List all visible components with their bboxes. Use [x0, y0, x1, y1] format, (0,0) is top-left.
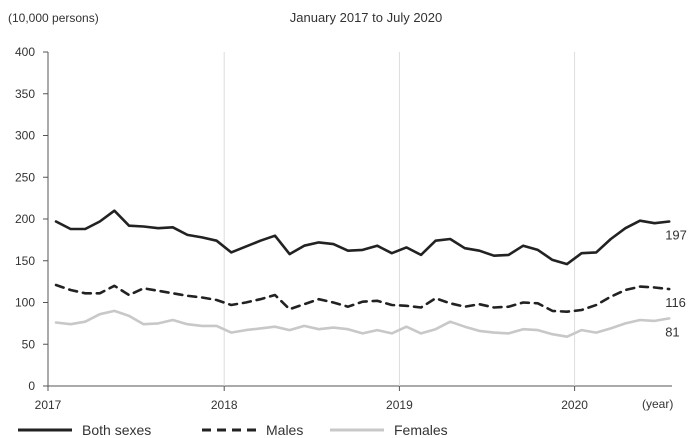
- y-axis-ticks: 0 50 100 150 200 250 300 350 400: [15, 45, 48, 393]
- x-axis-unit-label: (year): [642, 397, 673, 411]
- y-tick-label: 200: [15, 212, 35, 226]
- y-tick-label: 0: [28, 379, 35, 393]
- series-line-both-sexes: [56, 211, 669, 264]
- legend-label: Males: [266, 422, 303, 438]
- y-tick-label: 400: [15, 45, 35, 59]
- y-tick-label: 250: [15, 170, 35, 184]
- x-tick-label: 2019: [386, 398, 413, 412]
- series-end-labels: 197 116 81: [665, 228, 687, 340]
- legend: Both sexes Males Females: [18, 422, 448, 438]
- x-tick-label: 2018: [211, 398, 238, 412]
- series-lines: [56, 211, 669, 337]
- y-tick-label: 150: [15, 254, 35, 268]
- y-tick-label: 300: [15, 129, 35, 143]
- series-end-label: 81: [665, 324, 679, 339]
- y-tick-label: 50: [22, 337, 36, 351]
- series-end-label: 116: [665, 295, 686, 310]
- legend-label: Both sexes: [82, 422, 151, 438]
- x-tick-label: 2017: [35, 398, 62, 412]
- series-line-females: [56, 311, 669, 337]
- y-tick-label: 350: [15, 87, 35, 101]
- grid-lines: [48, 52, 672, 386]
- legend-label: Females: [394, 422, 448, 438]
- series-end-label: 197: [665, 228, 687, 243]
- x-axis-ticks: 2017 2018 2019 2020: [35, 386, 589, 412]
- y-tick-label: 100: [15, 296, 35, 310]
- x-tick-label: 2020: [561, 398, 588, 412]
- y-axis-unit-label: (10,000 persons): [8, 11, 99, 25]
- series-line-males: [56, 285, 669, 312]
- chart-title: January 2017 to July 2020: [290, 10, 443, 25]
